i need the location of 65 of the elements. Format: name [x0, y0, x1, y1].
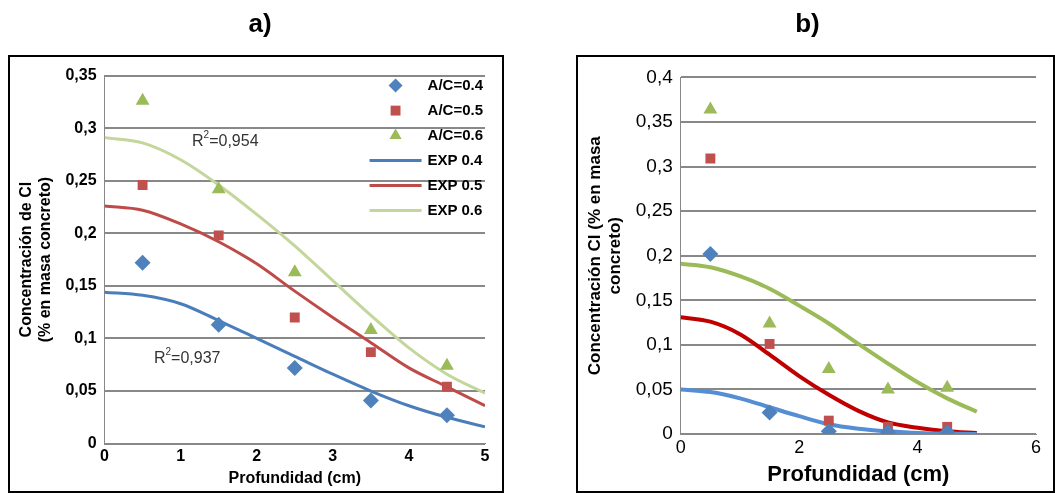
x-tick-label: 2: [794, 436, 805, 457]
x-tick-label: 1: [176, 446, 186, 464]
y-tick-label: 0,05: [635, 377, 673, 399]
point: [210, 316, 227, 333]
point: [764, 339, 775, 349]
y-axis-title: Concentración de Cl (% en masa concreto): [17, 176, 54, 343]
y-tick-label: 0,3: [646, 154, 673, 176]
y-tick-label: 0,2: [646, 243, 673, 265]
chart-title: a): [247, 8, 273, 39]
point: [363, 322, 378, 335]
chart-title: b): [794, 8, 821, 39]
line-series: [680, 387, 979, 434]
y-tick-label: 0,25: [65, 171, 97, 189]
y-tick-label: 0,05: [65, 381, 97, 399]
y-tick-label: 0,3: [74, 118, 97, 136]
point: [211, 181, 226, 194]
point: [438, 407, 455, 424]
point: [286, 359, 303, 376]
point: [881, 381, 895, 394]
y-tick-label: 0,15: [635, 288, 673, 310]
legend-label: EXP 0.6: [427, 200, 483, 218]
point: [287, 264, 302, 277]
x-axis-title: Profundidad (cm): [767, 460, 950, 486]
point: [289, 312, 300, 323]
x-tick-label: 4: [404, 446, 414, 464]
x-tick-label: 0: [675, 436, 686, 457]
point: [761, 404, 778, 421]
y-tick-label: 0,35: [65, 66, 97, 84]
y-axis-title: Concentración Cl (% en masa concreto): [584, 135, 625, 376]
y-tick-label: 0,1: [74, 328, 97, 346]
point: [823, 415, 834, 426]
point: [702, 245, 719, 262]
point: [135, 92, 150, 105]
line-series: [680, 315, 979, 434]
y-tick-label: 0,25: [635, 199, 673, 221]
legend-label: A/C=0.6: [427, 125, 484, 143]
legend-label: EXP 0.5: [427, 175, 483, 193]
y-tick-label: 0,15: [65, 276, 97, 294]
x-tick-label: 6: [1030, 436, 1042, 457]
point: [442, 381, 452, 392]
line-series: [680, 261, 979, 414]
y-tick-label: 0,2: [74, 223, 97, 241]
point: [134, 254, 151, 271]
y-tick-label: 0,4: [646, 65, 674, 87]
y-tick-label: 0,1: [646, 333, 673, 355]
x-tick-label: 3: [328, 446, 338, 464]
x-tick-label: 4: [912, 436, 923, 457]
point: [213, 230, 224, 241]
point: [762, 315, 777, 328]
point: [821, 360, 836, 373]
point: [365, 347, 376, 358]
line-series: [104, 290, 485, 429]
point: [137, 180, 148, 190]
x-tick-label: 2: [252, 446, 262, 464]
y-tick-label: 0,35: [635, 110, 673, 132]
x-tick-label: 5: [480, 446, 490, 464]
point: [705, 153, 716, 164]
line-series: [104, 204, 485, 408]
point: [940, 379, 955, 392]
legend-label: EXP 0.4: [427, 150, 483, 168]
legend-label: A/C=0.5: [427, 100, 484, 118]
x-axis-title: Profundidad (cm): [228, 468, 361, 486]
point: [362, 392, 379, 409]
x-tick-label: 0: [100, 446, 110, 464]
legend-label: A/C=0.4: [427, 75, 484, 93]
